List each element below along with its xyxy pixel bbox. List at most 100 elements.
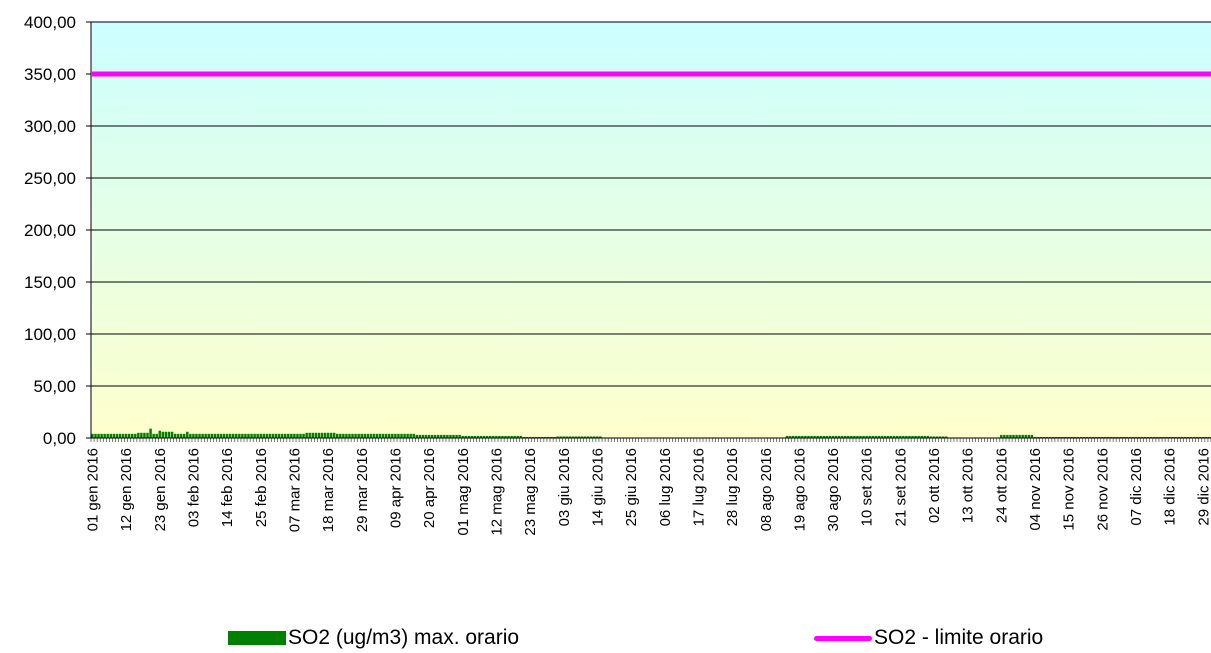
x-tick-label: 23 gen 2016	[152, 448, 169, 531]
bar	[1205, 436, 1208, 438]
bar	[378, 433, 382, 438]
bar	[189, 433, 192, 438]
bar	[574, 436, 578, 438]
bar	[1042, 436, 1046, 438]
y-tick-label: 250,00	[24, 169, 76, 188]
bar	[1104, 436, 1107, 438]
bar	[146, 432, 149, 438]
x-tick-label: 18 dic 2016	[1162, 448, 1179, 526]
bar	[1085, 436, 1089, 438]
bar	[225, 433, 229, 438]
bar	[905, 435, 908, 438]
bar	[204, 433, 207, 438]
bar	[283, 433, 287, 438]
bar	[470, 435, 474, 438]
bar	[1159, 436, 1162, 438]
bar	[565, 436, 568, 438]
bar	[179, 433, 183, 438]
legend-item-so2-limit: SO2 - limite orario	[814, 626, 1043, 650]
bar	[798, 435, 801, 438]
bar	[452, 434, 455, 438]
bar	[106, 433, 109, 438]
bar	[244, 433, 247, 438]
bar	[516, 435, 520, 438]
bar	[336, 433, 339, 438]
bar	[1094, 436, 1098, 438]
bar	[253, 433, 256, 438]
bar	[409, 433, 412, 438]
bar	[1082, 436, 1086, 438]
x-tick-label: 10 set 2016	[859, 448, 876, 526]
bar	[840, 435, 844, 438]
bar	[115, 433, 119, 438]
bar	[862, 435, 865, 438]
x-tick-label: 09 apr 2016	[387, 448, 404, 528]
bar	[1088, 436, 1092, 438]
bar	[314, 432, 318, 438]
bar	[1165, 436, 1168, 438]
bar	[173, 433, 177, 438]
bar	[850, 435, 853, 438]
x-tick-label: 03 feb 2016	[186, 448, 203, 527]
x-tick-label: 28 lug 2016	[724, 448, 741, 526]
x-tick-label: 20 apr 2016	[421, 448, 438, 528]
bar	[167, 431, 171, 438]
bar	[397, 433, 400, 438]
bar	[274, 433, 278, 438]
bar	[791, 435, 795, 438]
bar	[329, 432, 333, 438]
bar	[513, 435, 516, 438]
bar	[152, 433, 155, 438]
bar	[271, 433, 275, 438]
bar	[923, 435, 927, 438]
bar	[250, 433, 253, 438]
bar	[363, 433, 367, 438]
legend-line-swatch	[814, 635, 872, 641]
bar	[489, 435, 492, 438]
bar	[219, 433, 223, 438]
bar	[1156, 436, 1159, 438]
bar	[1052, 436, 1055, 438]
bar	[822, 435, 826, 438]
bar	[1174, 436, 1177, 438]
bar	[553, 436, 556, 438]
bar	[1009, 434, 1012, 438]
bar	[883, 435, 887, 438]
bar	[1183, 436, 1187, 438]
bar	[929, 436, 933, 438]
bar	[911, 435, 914, 438]
bar	[354, 433, 357, 438]
bar	[326, 432, 330, 438]
bar	[1189, 436, 1193, 438]
x-tick-label: 29 mar 2016	[354, 448, 371, 532]
bar	[436, 434, 440, 438]
bar	[559, 436, 562, 438]
bar	[498, 435, 501, 438]
bar	[375, 433, 379, 438]
bar	[880, 435, 884, 438]
bar	[583, 436, 587, 438]
x-tick-label: 07 mar 2016	[286, 448, 303, 532]
bar	[589, 436, 593, 438]
bar	[1073, 436, 1076, 438]
bar	[332, 432, 336, 438]
bar	[201, 433, 204, 438]
bar	[464, 435, 467, 438]
bar	[94, 433, 97, 438]
y-tick-label: 300,00	[24, 117, 76, 136]
bar	[1195, 436, 1199, 438]
bar	[941, 436, 945, 438]
bar	[485, 435, 489, 438]
bar	[1049, 436, 1052, 438]
bar	[222, 433, 226, 438]
bar	[886, 435, 890, 438]
x-tick-label: 24 ott 2016	[993, 448, 1010, 523]
bar	[372, 433, 376, 438]
bar	[1146, 436, 1150, 438]
x-tick-label: 21 set 2016	[892, 448, 909, 526]
bar	[127, 433, 131, 438]
bar	[1015, 434, 1018, 438]
bar	[91, 433, 94, 438]
bar	[580, 436, 584, 438]
bar	[1012, 434, 1015, 438]
